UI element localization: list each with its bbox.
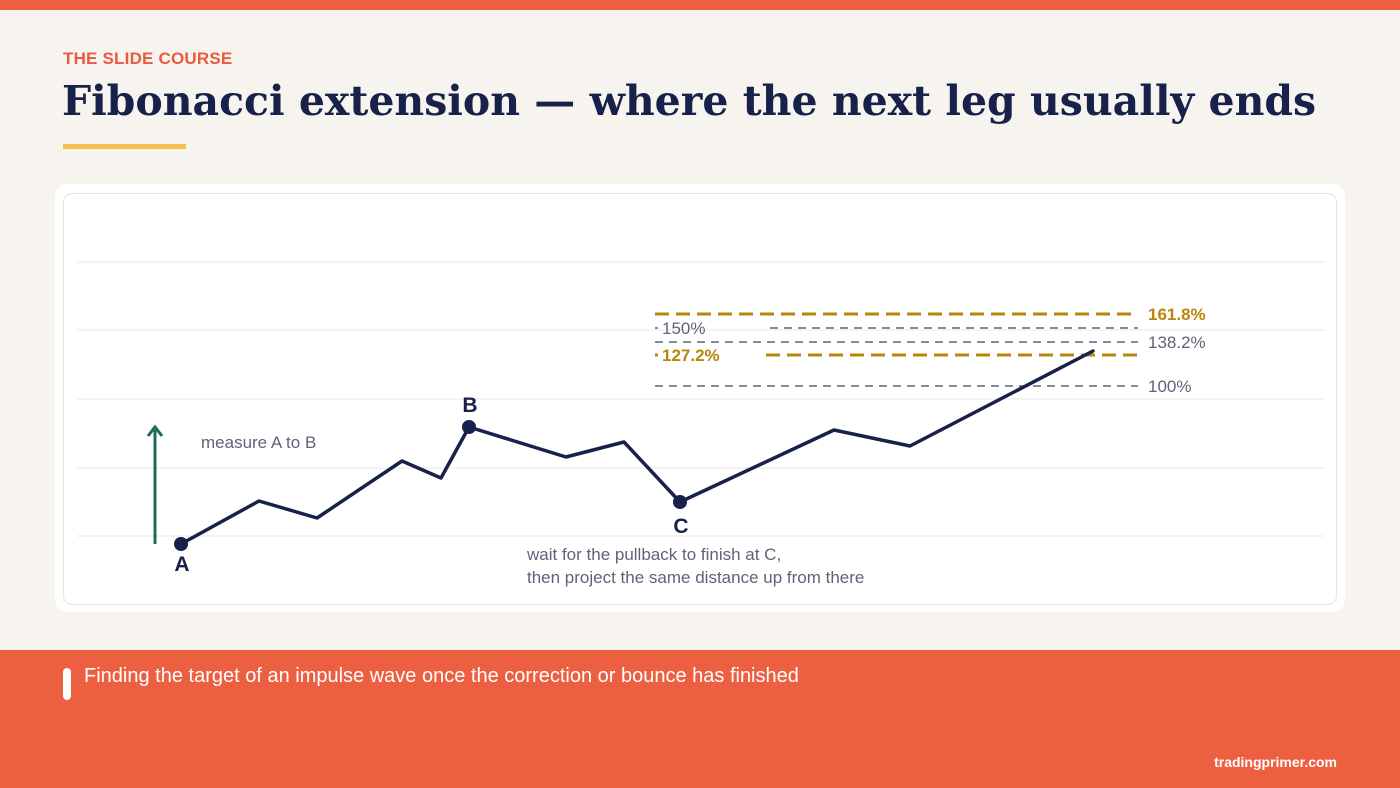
level-150-label: 150% [662,319,705,338]
footer-accent-pill [63,668,71,700]
price-path [179,349,1095,546]
point-c-marker [673,495,687,509]
point-a-marker [174,537,188,551]
pullback-annotation-line1: wait for the pullback to finish at C, [526,545,781,564]
slide-title: Fibonacci extension — where the next leg… [62,77,1317,125]
level-127-label: 127.2% [662,346,720,365]
measure-annotation: measure A to B [201,433,316,452]
fib-levels: 161.8% 150% 138.2% 127.2% 100% [655,305,1206,396]
brand-link[interactable]: tradingprimer.com [1214,754,1337,770]
title-underline [63,144,186,149]
top-accent-bar [0,0,1400,10]
point-b-label: B [462,394,477,417]
gridlines [77,261,1324,537]
point-c-label: C [673,515,688,538]
level-100-label: 100% [1148,377,1191,396]
point-b-marker [462,420,476,434]
level-161-label: 161.8% [1148,305,1206,324]
course-kicker: THE SLIDE COURSE [63,49,233,68]
point-a-label: A [174,553,189,576]
level-138-label: 138.2% [1148,333,1206,352]
measure-arrow [146,424,164,544]
footer-band [0,650,1400,788]
footer-caption: Finding the target of an impulse wave on… [84,665,799,687]
pullback-annotation-line2: then project the same distance up from t… [527,568,864,587]
